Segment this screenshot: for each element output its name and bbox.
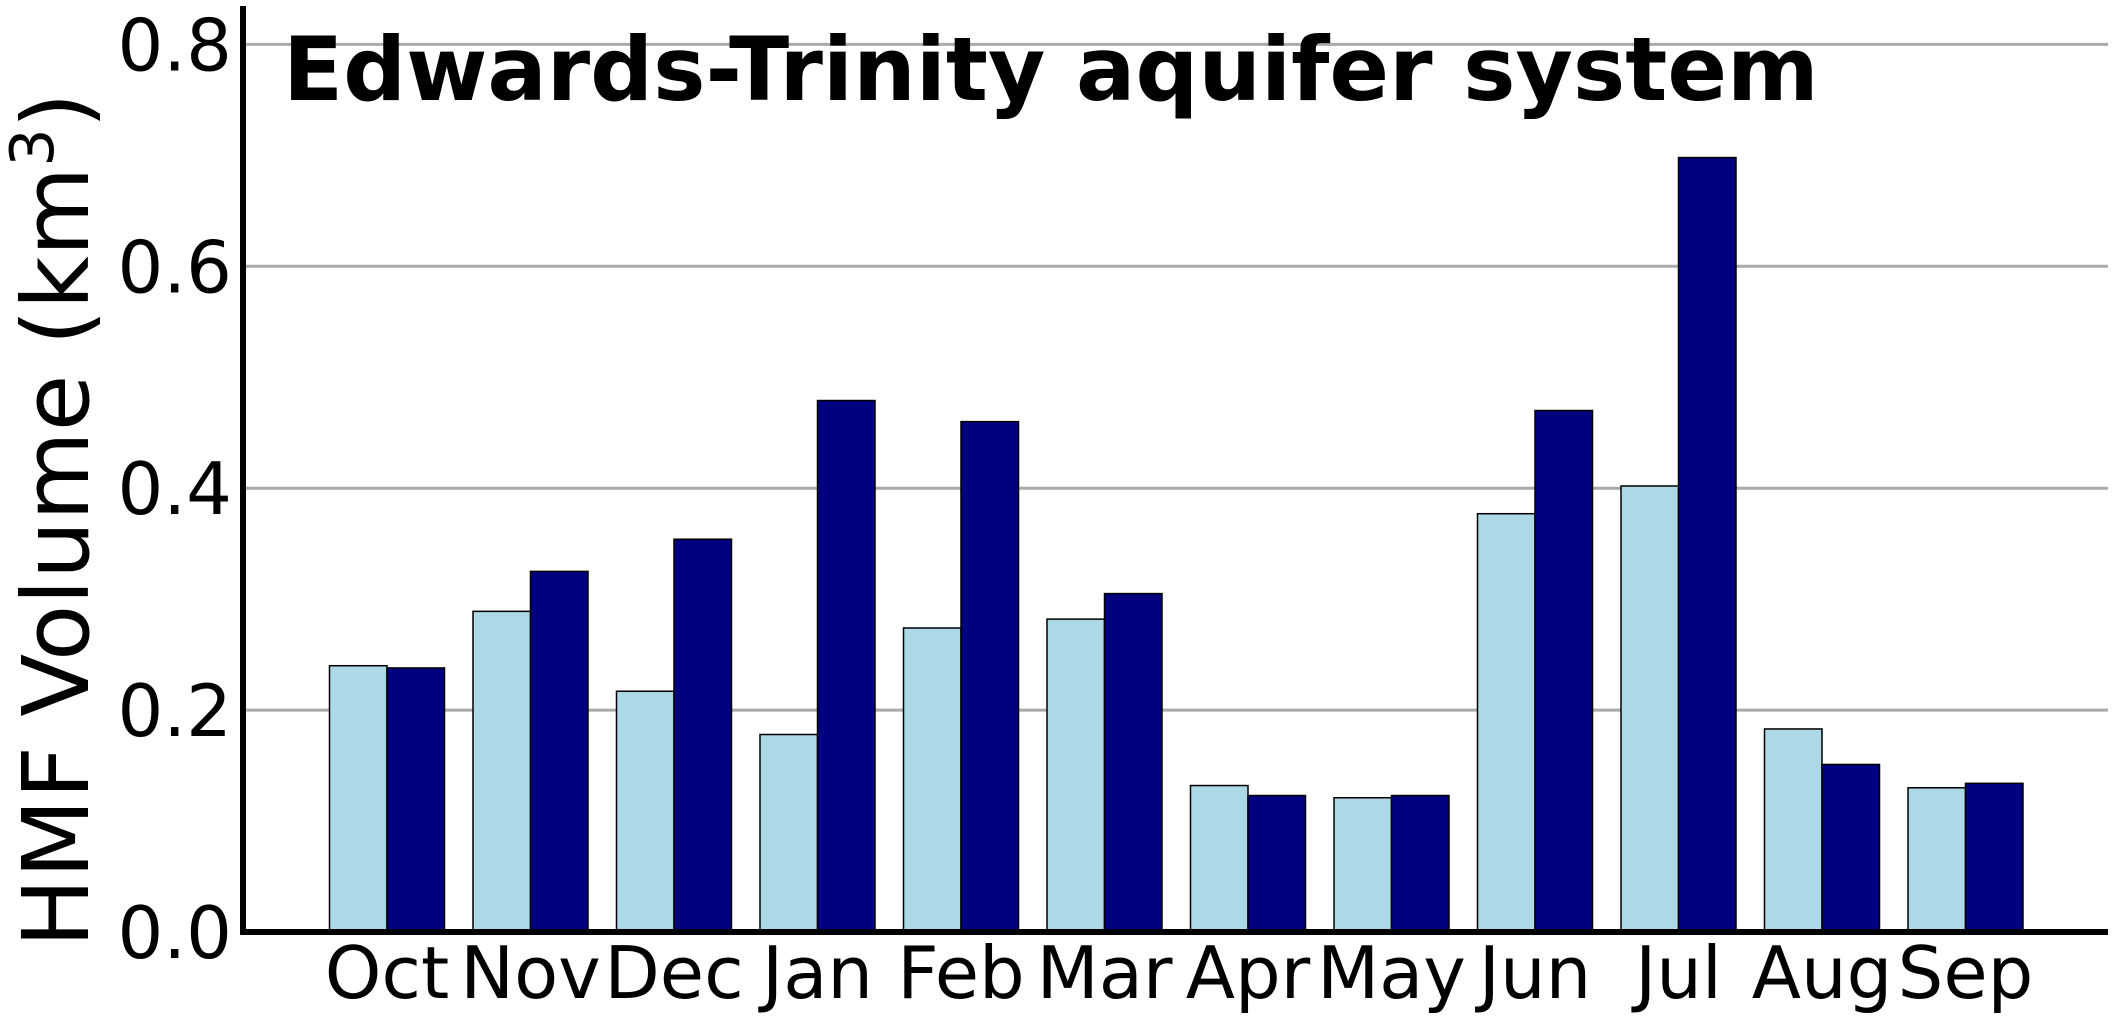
bar-jul-series-2 bbox=[1677, 156, 1737, 933]
bar-dec-series-2 bbox=[673, 538, 733, 933]
axes bbox=[240, 6, 2108, 935]
bar-feb-series-1 bbox=[902, 627, 962, 933]
bar-nov-series-2 bbox=[529, 570, 589, 933]
bar-apr-series-2 bbox=[1247, 794, 1307, 933]
x-tick-label: Oct bbox=[325, 931, 450, 1015]
x-tick-label: Jun bbox=[1475, 931, 1592, 1015]
y-axis-label: HMF Volume (km3) bbox=[0, 92, 110, 947]
bar-jun-series-1 bbox=[1476, 512, 1536, 933]
x-tick-labels: Oct Nov Dec Jan Feb Mar Apr May Jun Jul Aug Sep bbox=[325, 931, 2034, 1015]
bar-oct-series-1 bbox=[328, 664, 388, 933]
y-tick-labels: 0.0 0.2 0.4 0.6 0.8 bbox=[117, 3, 232, 975]
y-axis-label-close: ) bbox=[3, 92, 110, 128]
x-tick-label: Nov bbox=[460, 931, 601, 1015]
x-tick-label: Feb bbox=[897, 931, 1024, 1015]
bar-mar-series-2 bbox=[1103, 592, 1163, 933]
y-axis-label-superscript: 3 bbox=[0, 128, 68, 166]
x-tick-label: Dec bbox=[604, 931, 743, 1015]
x-tick-label: Apr bbox=[1186, 931, 1311, 1015]
bar-oct-series-2 bbox=[386, 667, 446, 933]
bar-jul-series-1 bbox=[1620, 485, 1680, 933]
x-tick-label: Sep bbox=[1898, 931, 2034, 1015]
bar-nov-series-1 bbox=[472, 610, 532, 933]
bar-jan-series-2 bbox=[816, 399, 876, 933]
y-tick-label: 0.0 bbox=[117, 891, 232, 975]
bar-jun-series-2 bbox=[1534, 409, 1594, 933]
bar-aug-series-2 bbox=[1821, 763, 1881, 933]
x-tick-label: Jan bbox=[758, 931, 873, 1015]
bar-dec-series-1 bbox=[615, 690, 675, 933]
y-tick-label: 0.4 bbox=[117, 447, 232, 531]
y-tick-label: 0.2 bbox=[117, 669, 232, 753]
bar-feb-series-2 bbox=[960, 420, 1020, 933]
bar-jan-series-1 bbox=[759, 733, 819, 933]
bar-aug-series-1 bbox=[1763, 728, 1823, 933]
gridlines bbox=[243, 42, 2108, 712]
bar-mar-series-1 bbox=[1046, 618, 1106, 933]
bar-may-series-1 bbox=[1333, 796, 1393, 933]
x-tick-label: Mar bbox=[1037, 931, 1173, 1015]
bar-sep-series-1 bbox=[1907, 787, 1967, 933]
chart-title: Edwards-Trinity aquifer system bbox=[283, 18, 1819, 121]
bars bbox=[328, 156, 2024, 933]
x-tick-label: May bbox=[1317, 931, 1466, 1015]
x-tick-label: Jul bbox=[1631, 931, 1722, 1015]
x-tick-label: Aug bbox=[1752, 931, 1893, 1015]
y-tick-label: 0.6 bbox=[117, 225, 232, 309]
bar-may-series-2 bbox=[1390, 794, 1450, 933]
bar-sep-series-2 bbox=[1964, 782, 2024, 933]
y-tick-label: 0.8 bbox=[117, 3, 232, 87]
bar-apr-series-1 bbox=[1189, 784, 1249, 933]
y-axis-label-text: HMF Volume (km bbox=[3, 167, 110, 948]
